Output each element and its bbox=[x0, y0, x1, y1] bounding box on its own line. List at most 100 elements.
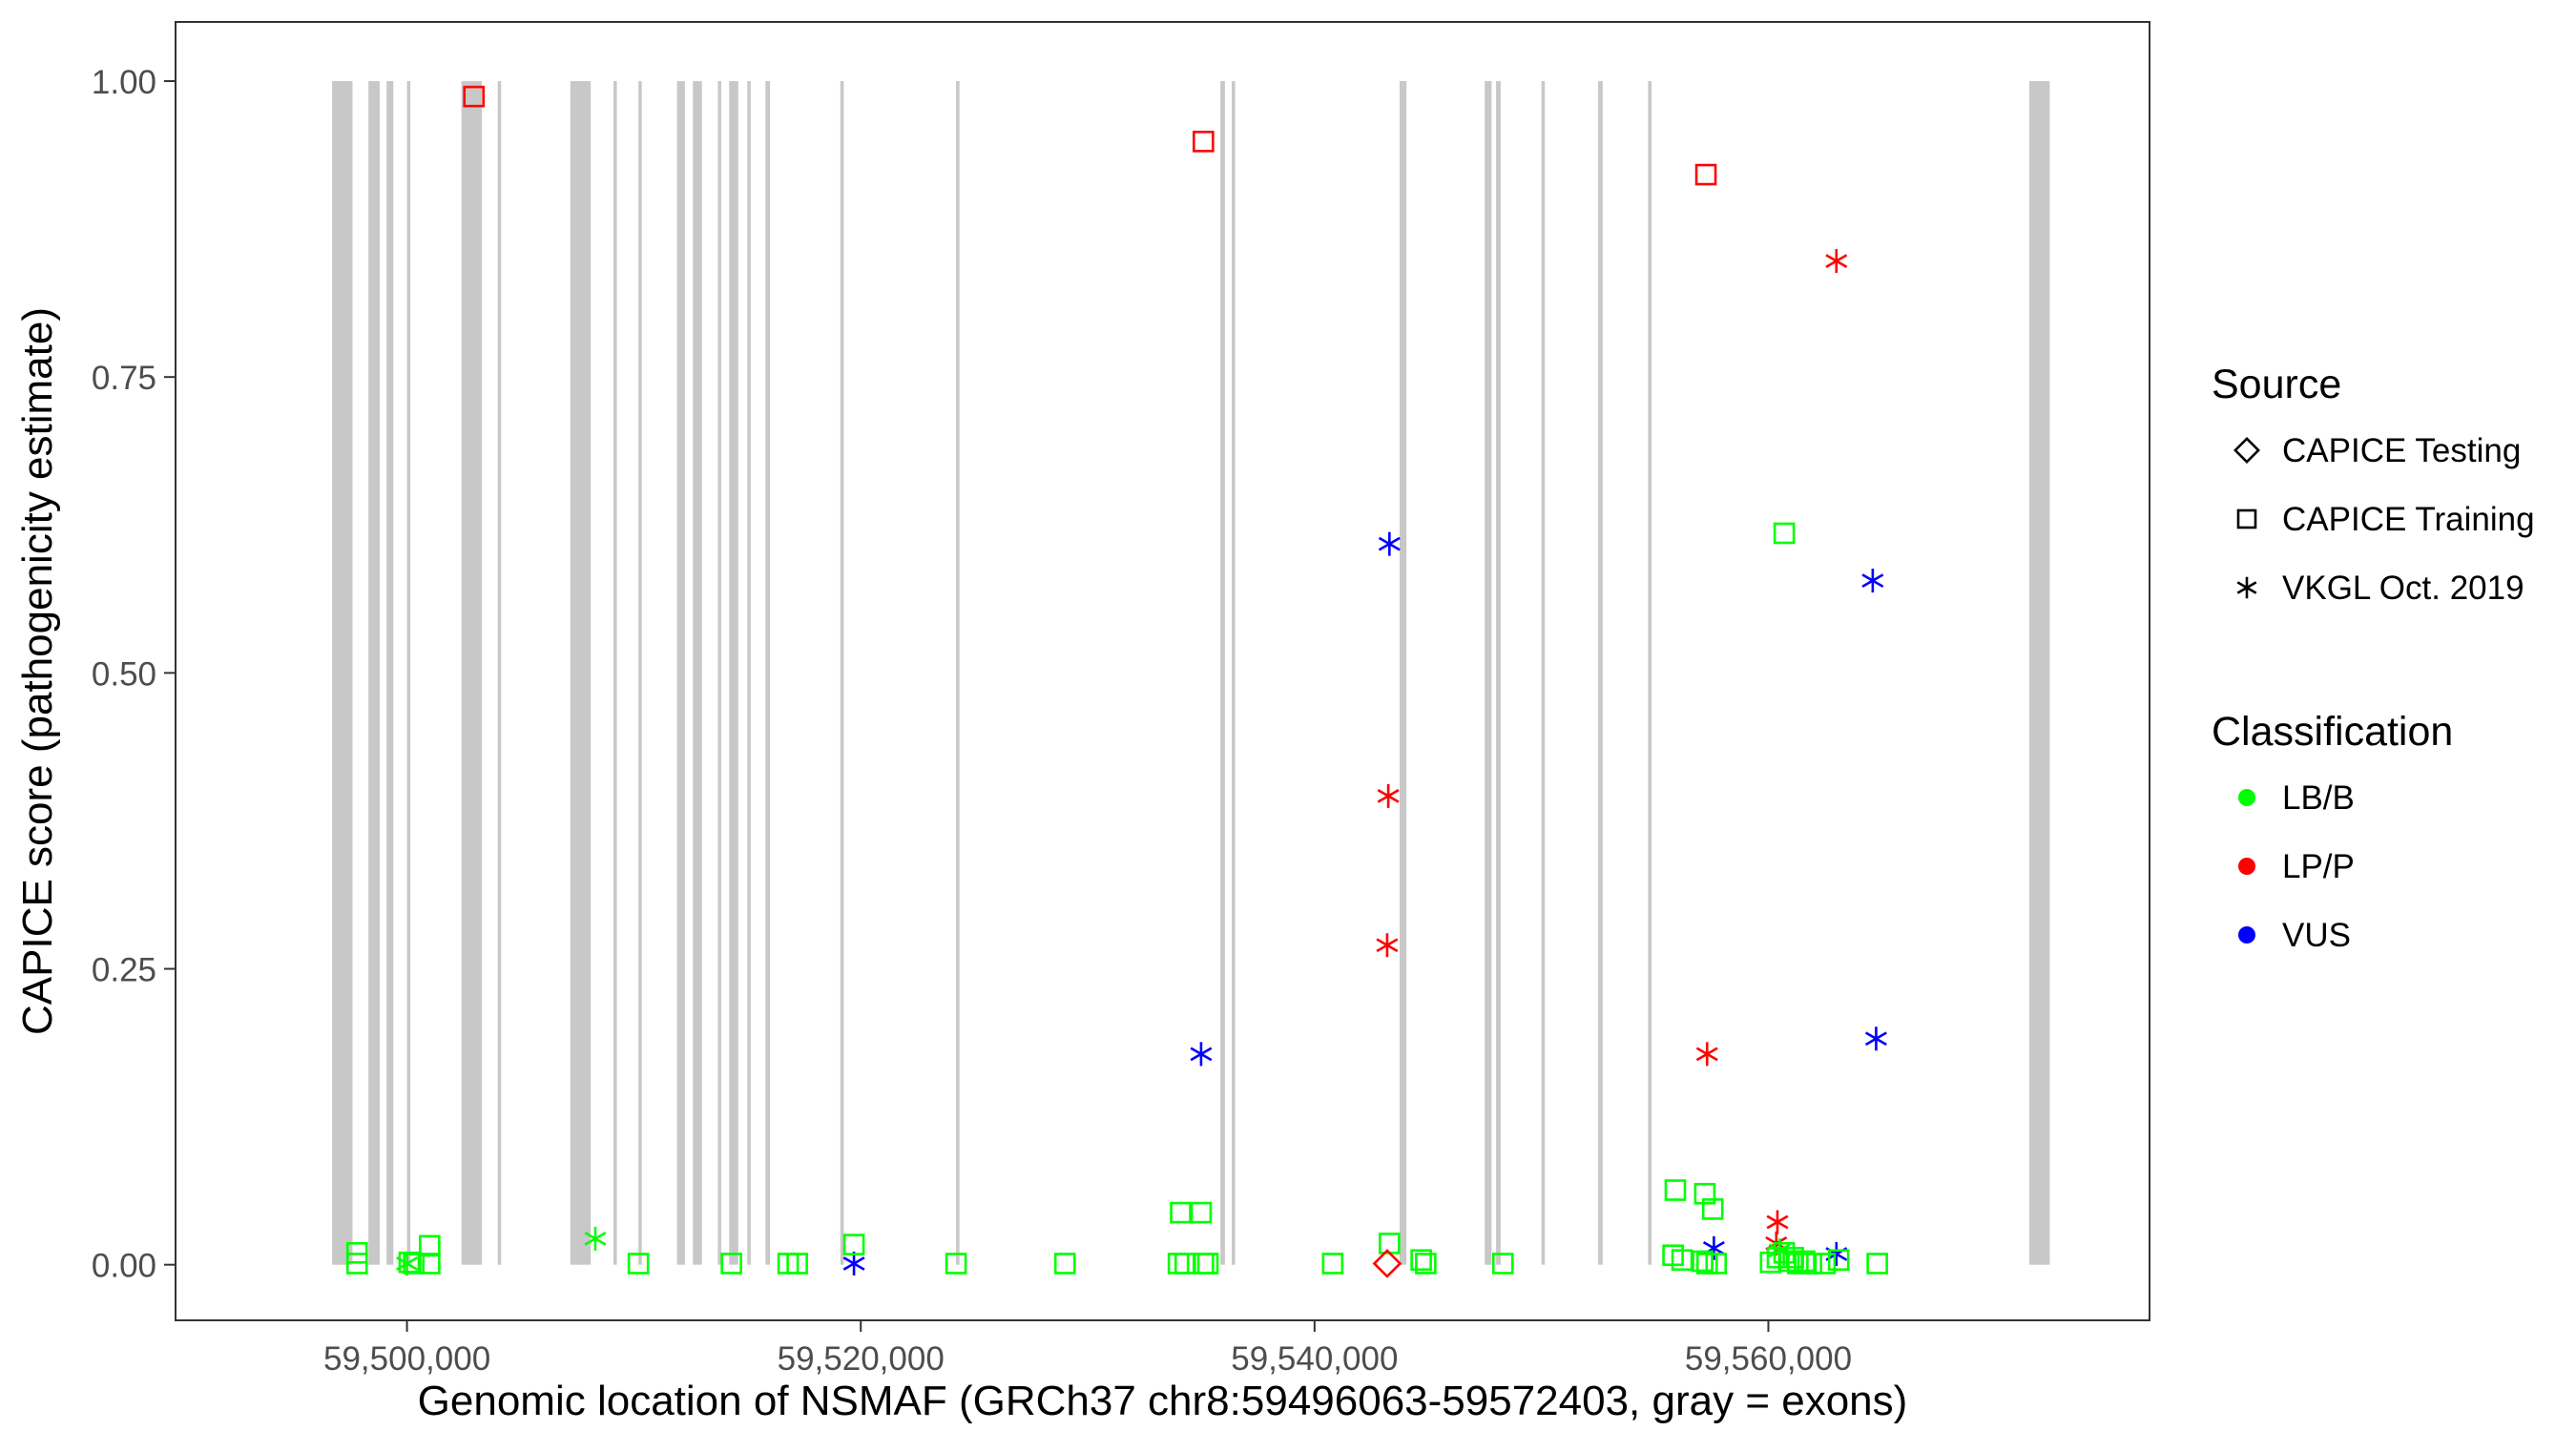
exon-band bbox=[1232, 81, 1236, 1265]
legend-label: CAPICE Testing bbox=[2282, 432, 2521, 469]
legend-label: VKGL Oct. 2019 bbox=[2282, 570, 2524, 607]
data-point-square bbox=[1190, 1201, 1213, 1224]
data-point-square bbox=[1692, 1250, 1714, 1273]
exon-band bbox=[676, 81, 685, 1265]
data-point-asterisk bbox=[584, 1226, 607, 1251]
y-tick-label: 0.75 bbox=[92, 360, 156, 397]
exon-band bbox=[497, 81, 502, 1265]
exon-band bbox=[1541, 81, 1546, 1265]
exon-band bbox=[1485, 81, 1492, 1265]
data-point-square bbox=[1379, 1233, 1401, 1255]
y-tick-label: 0.25 bbox=[92, 952, 156, 989]
data-point-square bbox=[403, 1253, 426, 1275]
legend-marker-asterisk bbox=[2236, 576, 2257, 599]
data-point-square bbox=[1664, 1179, 1687, 1201]
data-point-square bbox=[1193, 1253, 1215, 1275]
legend: Source Classification CAPICE Testing CAPI… bbox=[2212, 362, 2535, 954]
data-point-square bbox=[1167, 1253, 1190, 1275]
x-axis-label: Genomic location of NSMAF (GRCh37 chr8:5… bbox=[418, 1378, 1908, 1424]
legend-label: CAPICE Training bbox=[2282, 501, 2535, 538]
exon-band bbox=[1598, 81, 1603, 1265]
data-point-square bbox=[1787, 1253, 1809, 1275]
y-axis-label: CAPICE score (pathogenicity estimate) bbox=[14, 307, 61, 1035]
exon-band bbox=[570, 81, 592, 1265]
data-point-asterisk bbox=[1378, 531, 1401, 556]
x-tick-label: 59,560,000 bbox=[1685, 1340, 1852, 1378]
x-tick-label: 59,500,000 bbox=[323, 1340, 490, 1378]
y-tick-label: 1.00 bbox=[92, 64, 156, 101]
exon-band bbox=[386, 81, 394, 1265]
data-point-square bbox=[1705, 1253, 1728, 1275]
data-point-square bbox=[1766, 1246, 1789, 1269]
data-point-square bbox=[1693, 1182, 1716, 1205]
data-point-asterisk bbox=[842, 1251, 865, 1275]
exon-band bbox=[1220, 81, 1225, 1265]
exon-band bbox=[2028, 81, 2050, 1265]
data-point-square bbox=[1491, 1253, 1514, 1275]
data-point-square bbox=[1174, 1253, 1196, 1275]
x-tick-label: 59,520,000 bbox=[778, 1340, 945, 1378]
data-point-square bbox=[945, 1253, 967, 1275]
data-point-square bbox=[1827, 1249, 1850, 1272]
y-tick-label: 0.00 bbox=[92, 1248, 156, 1285]
data-point-square bbox=[1671, 1249, 1693, 1272]
data-point-asterisk bbox=[1377, 783, 1400, 808]
exon-band bbox=[840, 81, 844, 1265]
data-point-square bbox=[1773, 522, 1796, 545]
exon-band bbox=[638, 81, 642, 1265]
data-point-square bbox=[345, 1253, 368, 1275]
data-point-asterisk bbox=[1695, 1042, 1718, 1067]
data-point-asterisk bbox=[1766, 1210, 1789, 1234]
data-point-square bbox=[720, 1253, 742, 1275]
legend-marker-square bbox=[2236, 508, 2257, 529]
legend-classification-title: Classification bbox=[2212, 709, 2453, 755]
y-tick-label: 0.50 bbox=[92, 655, 156, 693]
x-tick-label: 59,540,000 bbox=[1231, 1340, 1398, 1378]
exon-bands bbox=[332, 81, 2050, 1265]
exon-band bbox=[368, 81, 381, 1265]
exon-band bbox=[1400, 81, 1407, 1265]
exon-band bbox=[729, 81, 738, 1265]
exon-band bbox=[1648, 81, 1652, 1265]
legend-label: LB/B bbox=[2282, 779, 2355, 817]
data-point-square bbox=[1053, 1253, 1076, 1275]
legend-color-dot bbox=[2238, 789, 2255, 806]
data-point-asterisk bbox=[1190, 1042, 1213, 1067]
data-point-asterisk bbox=[1861, 569, 1884, 593]
data-point-asterisk bbox=[1864, 1027, 1887, 1051]
legend-source-title: Source bbox=[2212, 362, 2341, 407]
exon-band bbox=[1496, 81, 1501, 1265]
legend-label: LP/P bbox=[2282, 848, 2355, 885]
data-points bbox=[345, 85, 1888, 1278]
exon-band bbox=[332, 81, 353, 1265]
data-point-square bbox=[1694, 163, 1717, 186]
exon-band bbox=[693, 81, 702, 1265]
data-point-square bbox=[627, 1253, 650, 1275]
data-point-square bbox=[419, 1253, 441, 1275]
data-point-square bbox=[1814, 1253, 1837, 1275]
legend-color-dot bbox=[2238, 858, 2255, 875]
data-point-square bbox=[1196, 1253, 1219, 1275]
data-point-square bbox=[1170, 1201, 1192, 1224]
legend-color-dot bbox=[2238, 926, 2255, 944]
data-point-asterisk bbox=[1825, 249, 1848, 274]
data-point-square bbox=[1410, 1249, 1432, 1272]
legend-marker-diamond bbox=[2233, 437, 2260, 464]
data-point-square bbox=[463, 85, 486, 108]
exon-band bbox=[765, 81, 771, 1265]
data-point-square bbox=[1415, 1253, 1437, 1275]
data-point-asterisk bbox=[1376, 933, 1399, 958]
exon-band bbox=[747, 81, 751, 1265]
data-point-square bbox=[786, 1253, 808, 1275]
data-point-square bbox=[419, 1234, 441, 1257]
data-point-square bbox=[1866, 1253, 1888, 1275]
exon-band bbox=[406, 81, 411, 1265]
data-point-square bbox=[1193, 131, 1215, 153]
legend-label: VUS bbox=[2282, 917, 2351, 954]
exon-band bbox=[717, 81, 721, 1265]
plot-panel bbox=[175, 21, 2150, 1321]
data-point-square bbox=[1794, 1250, 1816, 1273]
data-point-square bbox=[1701, 1198, 1724, 1220]
data-point-diamond bbox=[1372, 1249, 1402, 1278]
